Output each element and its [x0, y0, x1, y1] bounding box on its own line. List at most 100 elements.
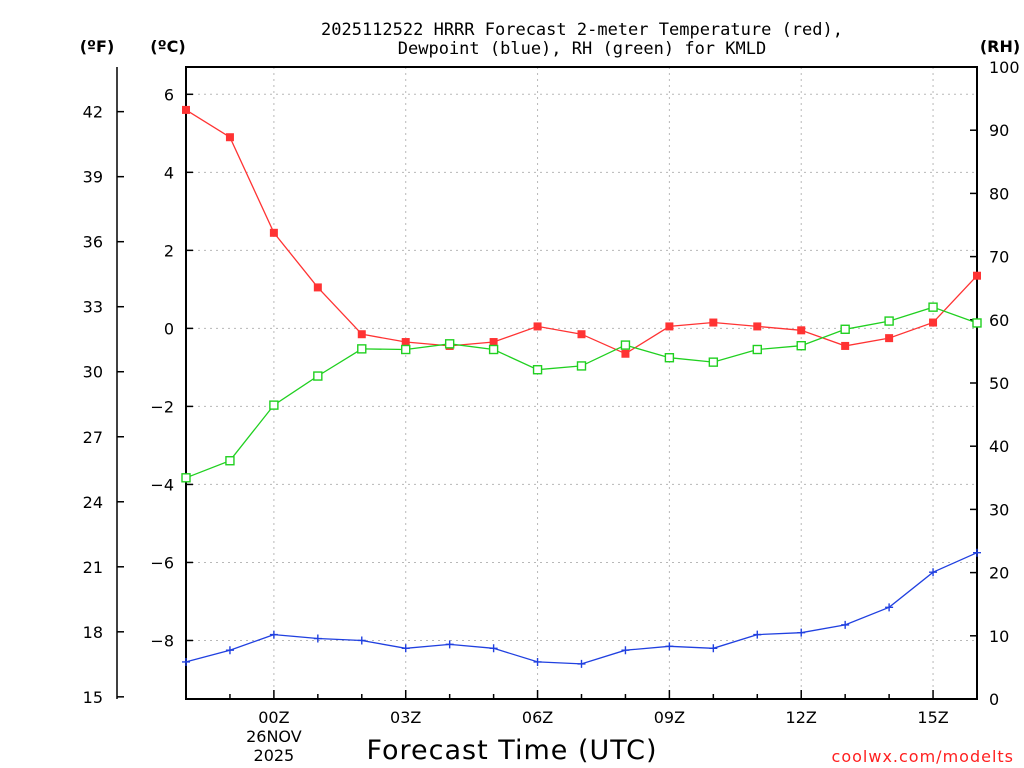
rh-point [181, 473, 191, 483]
fahrenheit-tick-label: 33 [83, 298, 103, 317]
celsius-tick-label: −8 [150, 631, 174, 650]
fahrenheit-tick-label: 30 [83, 363, 103, 382]
temperature-point [533, 322, 542, 331]
rh-point [532, 365, 543, 375]
dewpoint-point [533, 657, 542, 666]
celsius-tick-label: 4 [164, 163, 174, 182]
rh-point [928, 302, 938, 312]
rh-point [313, 371, 323, 381]
rh-point [576, 361, 587, 371]
x-tick-label: 06Z [522, 708, 553, 727]
celsius-tick-label: 2 [164, 241, 174, 260]
rh-point [401, 344, 411, 355]
rh-point [444, 339, 455, 349]
temperature-point [665, 322, 674, 331]
temperature-point [577, 330, 586, 339]
grid-lines [186, 67, 977, 699]
rh-tick-label: 0 [989, 690, 999, 709]
fahrenheit-tick-label: 15 [83, 688, 103, 707]
rh-point [620, 340, 631, 350]
rh-tick-label: 50 [989, 374, 1009, 393]
fahrenheit-tick-label: 24 [83, 493, 103, 512]
dewpoint-point [621, 646, 630, 655]
dewpoint-point [401, 644, 410, 653]
rh-point [225, 456, 235, 466]
celsius-tick-label: 6 [164, 85, 174, 104]
x-tick-label: 09Z [654, 708, 685, 727]
fahrenheit-tick-label: 36 [83, 233, 103, 252]
dewpoint-point [225, 646, 234, 655]
x-tick-label: 03Z [390, 708, 421, 727]
fahrenheit-tick-label: 18 [83, 623, 103, 642]
dewpoint-point [973, 548, 981, 557]
temperature-point [357, 330, 366, 339]
temperature-point [269, 228, 278, 237]
rh-tick-label: 100 [989, 58, 1020, 77]
dewpoint-point [445, 640, 454, 649]
rh-point [664, 353, 675, 363]
rh-tick-label: 20 [989, 564, 1009, 583]
rh-tick-label: 80 [989, 184, 1009, 203]
rh-unit-label: (RH) [980, 37, 1020, 56]
temperature-point [709, 318, 718, 327]
temperature-point [885, 334, 894, 343]
temperature-point [753, 322, 762, 331]
fahrenheit-tick-label: 42 [83, 103, 103, 122]
temperature-point [929, 318, 938, 327]
rh-point [488, 344, 499, 355]
temperature-point [973, 271, 981, 280]
x-date-label: 26NOV [246, 727, 302, 746]
rh-tick-label: 10 [989, 627, 1009, 646]
temperature-point [182, 105, 190, 114]
fahrenheit-tick-label: 21 [83, 558, 103, 577]
rh-point [796, 341, 806, 351]
fahrenheit-tick-label: 39 [83, 168, 103, 187]
celsius-unit-label: (ºC) [150, 37, 185, 56]
rh-point [357, 344, 367, 354]
celsius-tick-label: −2 [150, 397, 174, 416]
rh-tick-label: 30 [989, 500, 1009, 519]
rh-tick-label: 70 [989, 248, 1009, 267]
x-axis-title: Forecast Time (UTC) [366, 735, 657, 766]
temperature-point [313, 283, 322, 292]
temperature-point [841, 341, 850, 350]
celsius-tick-label: −6 [150, 553, 174, 572]
rh-point [269, 400, 279, 410]
dewpoint-point [929, 568, 938, 577]
rh-point [708, 357, 719, 367]
dewpoint-point [489, 644, 498, 653]
rh-point [884, 316, 894, 326]
dewpoint-point [797, 628, 806, 637]
rh-tick-label: 40 [989, 437, 1009, 456]
temperature-point [621, 349, 630, 358]
dewpoint-point [753, 630, 762, 639]
x-tick-label: 00Z [258, 708, 289, 727]
x-tick-label: 12Z [786, 708, 817, 727]
dewpoint-point [269, 630, 278, 639]
dewpoint-point [665, 642, 674, 651]
rh-tick-label: 60 [989, 311, 1009, 330]
chart-title-line-1: 2025112522 HRRR Forecast 2-meter Tempera… [321, 20, 843, 40]
dewpoint-point [313, 634, 322, 643]
x-year-label: 2025 [254, 746, 295, 765]
temperature-point [489, 338, 498, 347]
celsius-tick-label: −4 [150, 475, 174, 494]
axes [116, 66, 978, 700]
credit-text: coolwx.com/modelts [832, 747, 1014, 766]
fahrenheit-tick-label: 27 [83, 428, 103, 447]
dewpoint-series-line [185, 552, 978, 665]
rh-point [840, 324, 850, 334]
temperature-series-line [185, 109, 978, 355]
dewpoint-point [577, 659, 586, 668]
plot-frame [185, 66, 978, 700]
data-series [181, 105, 982, 668]
temperature-point [401, 338, 410, 347]
celsius-tick-label: 0 [164, 319, 174, 338]
dewpoint-point [182, 657, 190, 666]
rh-point [752, 344, 762, 355]
temperature-point [797, 326, 806, 335]
tick-labels: 15182124273033363942−8−6−4−2024601020304… [83, 58, 1020, 765]
dewpoint-point [841, 620, 850, 629]
fahrenheit-unit-label: (ºF) [80, 37, 115, 56]
rh-tick-label: 90 [989, 121, 1009, 140]
